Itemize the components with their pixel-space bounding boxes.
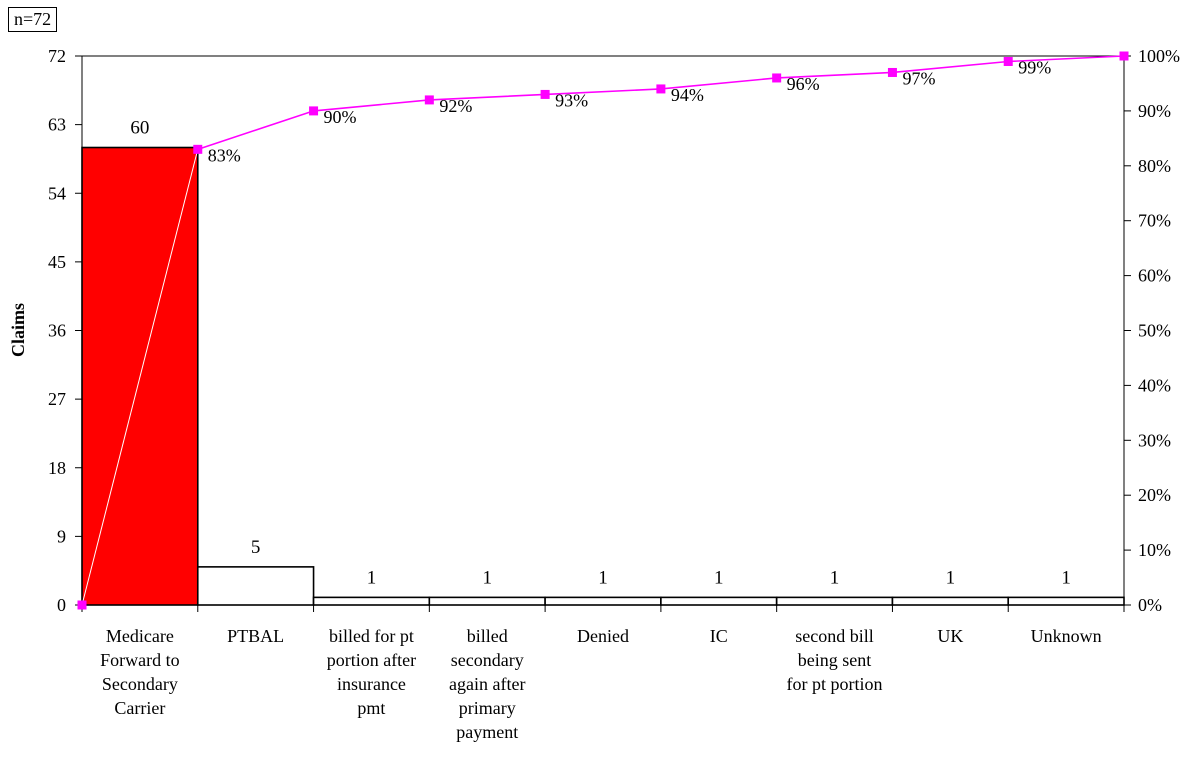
y2-tick-label-0: 0% [1138,595,1162,615]
bar-7 [775,596,894,606]
x-tick-label-6: IC [710,626,728,646]
bar-8 [891,596,1010,606]
bar-3 [312,596,431,606]
cumulative-point-1 [193,144,203,154]
y-tick-label-3: 27 [48,389,66,409]
x-tick-label-9: Unknown [1031,626,1102,646]
cumulative-label-4: 93% [555,90,588,110]
bar-value-label-2: 5 [251,537,261,558]
y-tick-label-0: 0 [57,595,66,615]
bar-value-label-8: 1 [946,567,956,588]
x-tick-label-8: UK [937,626,963,646]
bar-6 [660,596,778,606]
y-tick-label-5: 45 [48,252,66,272]
cumulative-point-8 [1003,56,1013,66]
bar-5 [544,596,662,606]
y-tick-label-2: 18 [48,458,66,478]
bar-4 [428,596,546,606]
x-tick-label-line: pmt [357,698,385,718]
bar-value-label-9: 1 [1061,567,1071,588]
y2-tick-label-5: 50% [1138,321,1171,341]
y2-tick-label-2: 20% [1138,485,1171,505]
y2-tick-label-4: 40% [1138,375,1171,395]
x-tick-label-2: PTBAL [227,626,284,646]
y2-tick-label-3: 30% [1138,430,1171,450]
x-tick-label-line: Denied [577,626,629,646]
cumulative-line [197,55,1125,151]
x-tick-label-line: Carrier [114,698,165,718]
y-axis-label: Claims [8,303,28,357]
y-tick-label-6: 54 [48,183,66,203]
x-tick-label-5: Denied [577,626,629,646]
bar-value-label-7: 1 [830,567,840,588]
cumulative-label-8: 99% [1018,57,1051,77]
y-tick-label-4: 36 [48,321,66,341]
x-tick-label-line: billed for pt [329,626,414,646]
x-tick-label-line: being sent [798,650,872,670]
x-tick-label-line: PTBAL [227,626,284,646]
x-tick-label-line: Forward to [100,650,180,670]
cumulative-label-5: 94% [671,85,704,105]
cumulative-point-2 [309,106,319,116]
x-tick-label-line: for pt portion [787,674,883,694]
bar-value-label-4: 1 [482,567,492,588]
cumulative-point-0 [77,600,87,610]
y-tick-label-8: 72 [48,46,66,66]
y2-tick-label-1: 10% [1138,540,1171,560]
x-tick-label-line: secondary [451,650,524,670]
x-tick-label-line: Unknown [1031,626,1102,646]
y2-tick-label-8: 80% [1138,156,1171,176]
cumulative-point-7 [887,67,897,77]
cumulative-label-6: 96% [787,74,820,94]
x-tick-label-line: IC [710,626,728,646]
x-tick-label-7: second bill being sent for pt portion [787,626,883,694]
y2-tick-label-9: 90% [1138,101,1171,121]
x-tick-label-line: Secondary [102,674,178,694]
bar-value-label-1: 60 [130,118,149,139]
bar-9 [1007,596,1125,606]
x-tick-label-line: UK [937,626,963,646]
x-tick-label-line: payment [456,722,518,742]
x-tick-label-3: billed for pt portion after insurance pmt [327,626,416,718]
cumulative-label-3: 92% [439,96,472,116]
x-tick-label-line: Medicare [106,626,174,646]
x-tick-label-1: Medicare Forward to Secondary Carrier [100,626,180,718]
x-tick-label-4: billed secondary again after primary payment [449,626,525,742]
cumulative-point-5 [656,84,666,94]
bar-value-label-5: 1 [598,567,608,588]
cumulative-point-6 [772,73,782,83]
cumulative-point-9 [1119,51,1129,61]
y-tick-label-7: 63 [48,115,66,135]
x-tick-label-line: second bill [795,626,874,646]
bar-2 [196,566,315,606]
y2-tick-label-10: 100% [1138,46,1180,66]
x-tick-label-line: insurance [337,674,406,694]
plot-frame [81,55,1125,606]
cumulative-label-2: 90% [324,107,357,127]
cumulative-label-7: 97% [902,68,935,88]
bar-value-label-3: 1 [367,567,377,588]
x-tick-label-line: again after [449,674,525,694]
sample-size-label: n=72 [8,7,58,32]
x-tick-label-line: portion after [327,650,416,670]
x-tick-label-line: primary [459,698,516,718]
bar-value-label-6: 1 [714,567,724,588]
x-tick-label-line: billed [467,626,508,646]
cumulative-label-1: 83% [208,145,241,165]
cumulative-point-3 [424,95,434,105]
y2-tick-label-7: 70% [1138,211,1171,231]
cumulative-point-4 [540,89,550,99]
y-tick-label-1: 9 [57,526,66,546]
cumulative-line-segment-1 [81,149,199,606]
y2-tick-label-6: 60% [1138,266,1171,286]
